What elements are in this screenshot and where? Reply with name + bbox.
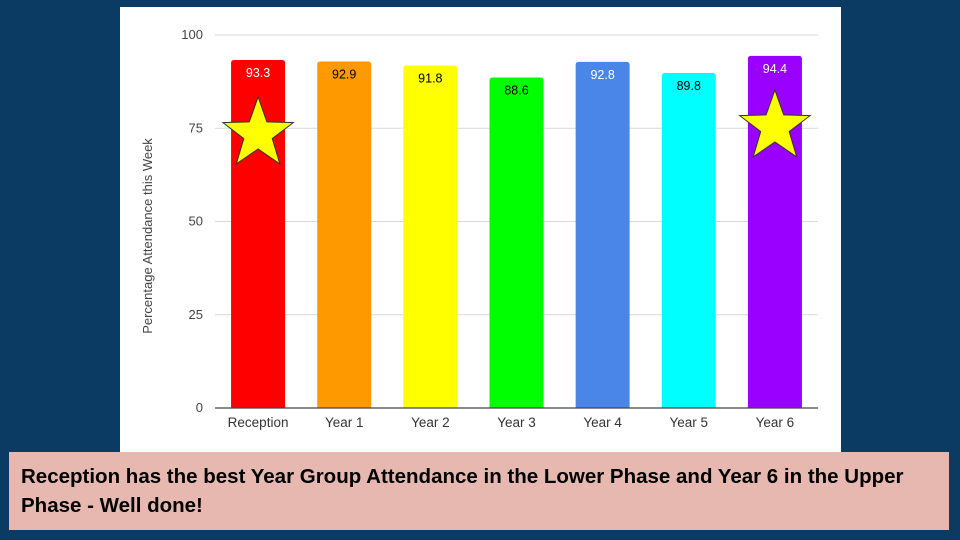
category-label: Year 6 [756, 415, 795, 430]
data-label: 92.9 [332, 67, 356, 81]
y-tick-label: 75 [189, 120, 203, 135]
y-tick-label: 100 [181, 27, 203, 42]
bar-year-2 [403, 65, 458, 408]
category-label: Year 4 [583, 415, 622, 430]
category-label: Year 3 [497, 415, 536, 430]
y-tick-label: 0 [196, 400, 203, 415]
y-axis-title: Percentage Attendance this Week [140, 138, 155, 334]
star-icon [221, 95, 295, 166]
bar-year-1 [317, 61, 372, 408]
data-label: 92.8 [590, 68, 614, 82]
category-label: Year 1 [325, 415, 364, 430]
category-label: Year 2 [411, 415, 450, 430]
labels: 0 25 50 75 100 93.3 Reception 92.9 Year 1 91.8 Yea… [181, 27, 794, 430]
category-label: Reception [228, 415, 289, 430]
bars [231, 55, 802, 409]
chart-card: 0 25 50 75 100 93.3 Reception 92.9 Year 1 91.8 Yea… [120, 7, 841, 454]
bar-year-4 [575, 61, 630, 409]
data-label: 88.6 [504, 84, 528, 98]
y-tick-label: 50 [189, 214, 203, 229]
caption-text: Reception has the best Year Group Attend… [21, 465, 904, 517]
attendance-bar-chart: 0 25 50 75 100 93.3 Reception 92.9 Year 1 91.8 Yea… [140, 27, 818, 430]
caption-box: Reception has the best Year Group Attend… [9, 452, 949, 530]
bar-year-3 [489, 77, 544, 408]
category-label: Year 5 [670, 415, 709, 430]
data-label: 94.4 [763, 62, 787, 76]
data-label: 93.3 [246, 66, 270, 80]
data-label: 89.8 [677, 79, 701, 93]
star-icon [738, 88, 812, 159]
y-tick-label: 25 [189, 307, 203, 322]
data-label: 91.8 [418, 72, 442, 86]
bar-year-5 [661, 73, 716, 409]
stars [221, 88, 812, 166]
